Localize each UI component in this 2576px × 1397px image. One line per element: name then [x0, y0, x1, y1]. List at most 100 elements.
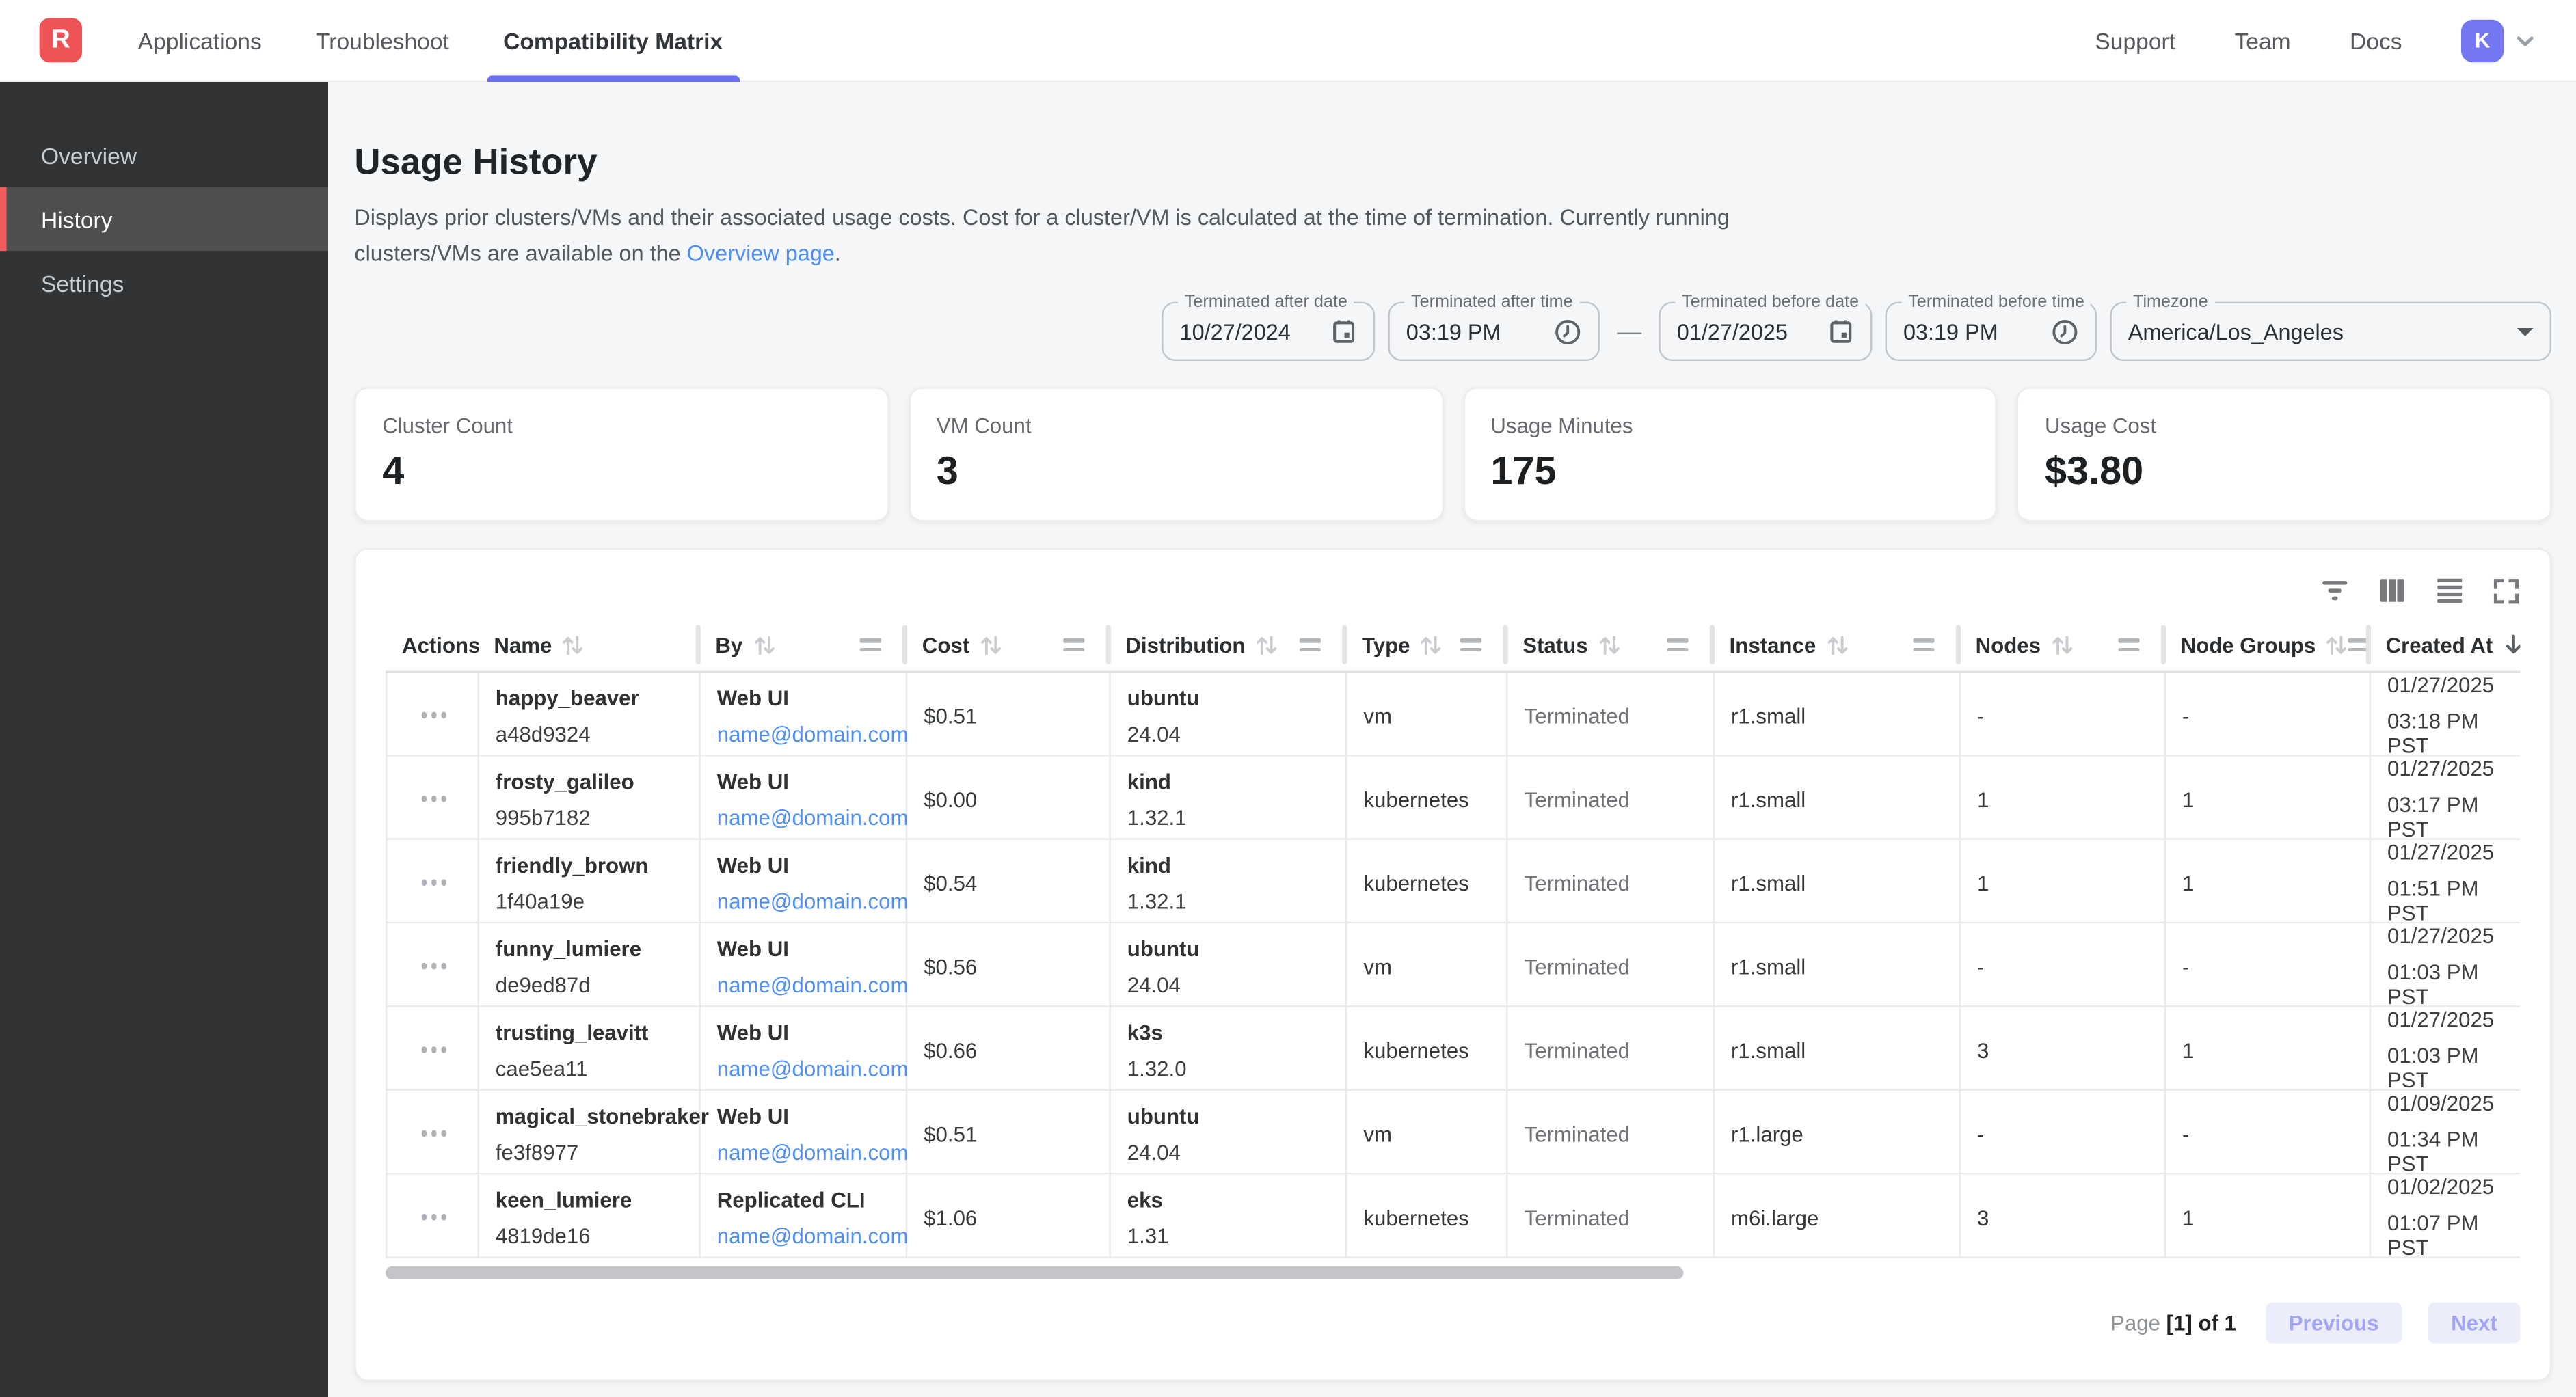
calendar-icon[interactable] [1330, 318, 1356, 344]
row-actions-button[interactable] [387, 840, 479, 925]
cell-cost: $0.66 [907, 1007, 1111, 1093]
clock-icon[interactable] [1554, 317, 1582, 345]
column-header[interactable]: Created At [2370, 619, 2521, 671]
column-header[interactable]: By [699, 619, 905, 671]
terminated-before-date-field[interactable]: Terminated before date 01/27/2025 [1659, 302, 1872, 361]
replicated-logo[interactable]: R [40, 18, 82, 62]
email-link[interactable]: name@domain.com [717, 721, 893, 746]
email-link[interactable]: name@domain.com [717, 1139, 893, 1164]
email-link[interactable]: name@domain.com [717, 1055, 893, 1080]
cell-status: Terminated [1508, 673, 1715, 758]
cell-created-at: 01/27/2025 03:18 PM PST [2371, 673, 2520, 758]
column-header[interactable]: Distribution [1109, 619, 1345, 671]
fullscreen-icon[interactable] [2493, 577, 2521, 605]
pagination: Page [1] of 1 Previous Next [386, 1303, 2520, 1344]
terminated-after-date-field[interactable]: Terminated after date 10/27/2024 [1162, 302, 1375, 361]
column-header[interactable]: Nodes [1959, 619, 2164, 671]
sidebar-item[interactable]: Overview [0, 123, 328, 187]
cell-nodes: - [1961, 1091, 2166, 1176]
previous-page-button[interactable]: Previous [2266, 1303, 2402, 1344]
cell-created-at: 01/09/2025 01:34 PM PST [2371, 1091, 2520, 1176]
column-header[interactable]: Type [1345, 619, 1506, 671]
column-menu-icon[interactable] [2118, 638, 2151, 651]
page-title: Usage History [354, 141, 2551, 183]
column-menu-icon[interactable] [860, 638, 893, 651]
sidebar-item[interactable]: Settings [0, 251, 328, 315]
primary-nav: Applications Troubleshoot Compatibility … [138, 0, 723, 81]
cell-node-groups: - [2166, 1091, 2371, 1176]
scrollbar-thumb[interactable] [386, 1266, 1683, 1279]
sort-icon[interactable] [2326, 634, 2349, 655]
column-menu-icon[interactable] [1460, 638, 1493, 651]
sort-icon[interactable] [1826, 634, 1849, 655]
sort-icon[interactable] [1598, 634, 1621, 655]
sort-icon[interactable] [1420, 634, 1443, 655]
cell-type: kubernetes [1347, 1007, 1507, 1093]
row-actions-button[interactable] [387, 1007, 479, 1093]
calendar-icon[interactable] [1828, 318, 1854, 344]
sidebar-item[interactable]: History [0, 187, 328, 252]
email-link[interactable]: name@domain.com [717, 804, 893, 829]
top-navigation: R Applications Troubleshoot Compatibilit… [0, 0, 2576, 82]
email-link[interactable]: name@domain.com [717, 1223, 893, 1247]
timezone-select[interactable]: Timezone America/Los_Angeles [2110, 302, 2551, 361]
cell-type: vm [1347, 1091, 1507, 1176]
filter-icon[interactable] [2320, 575, 2350, 605]
cell-status: Terminated [1508, 1007, 1715, 1093]
sidebar: Overview History Settings [0, 82, 328, 1397]
column-menu-icon[interactable] [1063, 638, 1096, 651]
nav-link-support[interactable]: Support [2095, 27, 2175, 53]
sort-icon[interactable] [562, 634, 585, 655]
table-body: happy_beaver a48d9324 Web UI name@domain… [386, 673, 2520, 1258]
column-header[interactable]: Status [1506, 619, 1713, 671]
density-icon[interactable] [2435, 575, 2465, 605]
nav-link-team[interactable]: Team [2234, 27, 2290, 53]
nav-tab[interactable]: Troubleshoot [316, 0, 449, 81]
cell-cost: $0.00 [907, 756, 1111, 841]
nav-tab[interactable]: Compatibility Matrix [503, 0, 723, 81]
table-row: happy_beaver a48d9324 Web UI name@domain… [386, 673, 2520, 756]
row-actions-button[interactable] [387, 673, 479, 758]
row-actions-button[interactable] [387, 1174, 479, 1258]
cell-created-at: 01/02/2025 01:07 PM PST [2371, 1174, 2520, 1258]
nav-tab[interactable]: Applications [138, 0, 262, 81]
cell-status: Terminated [1508, 840, 1715, 925]
column-menu-icon[interactable] [1913, 638, 1946, 651]
sort-desc-icon[interactable] [2503, 633, 2521, 656]
clock-icon[interactable] [2051, 317, 2079, 345]
sort-icon[interactable] [2050, 634, 2074, 655]
email-link[interactable]: name@domain.com [717, 889, 893, 913]
column-menu-icon[interactable] [1667, 638, 1700, 651]
terminated-before-time-field[interactable]: Terminated before time 03:19 PM [1886, 302, 2097, 361]
cell-name: magical_stonebraker fe3f8977 [479, 1091, 701, 1176]
column-header[interactable]: Cost [906, 619, 1110, 671]
sort-icon[interactable] [1255, 634, 1278, 655]
row-actions-button[interactable] [387, 1091, 479, 1176]
column-menu-icon[interactable] [1300, 638, 1332, 651]
columns-icon[interactable] [2378, 575, 2407, 605]
next-page-button[interactable]: Next [2428, 1303, 2521, 1344]
cell-by: Web UI name@domain.com [701, 1007, 907, 1093]
row-actions-button[interactable] [387, 756, 479, 841]
sort-icon[interactable] [980, 634, 1003, 655]
nav-link-docs[interactable]: Docs [2350, 27, 2402, 53]
page-description: Displays prior clusters/VMs and their as… [354, 200, 2551, 273]
main-content: Usage History Displays prior clusters/VM… [328, 82, 2576, 1397]
column-header[interactable]: Name [477, 619, 699, 671]
email-link[interactable]: name@domain.com [717, 972, 893, 996]
cell-nodes: 1 [1961, 840, 2166, 925]
column-header[interactable]: Node Groups [2164, 619, 2370, 671]
row-actions-button[interactable] [387, 923, 479, 1009]
cell-by: Web UI name@domain.com [701, 840, 907, 925]
cell-nodes: 3 [1961, 1007, 2166, 1093]
terminated-after-time-field[interactable]: Terminated after time 03:19 PM [1388, 302, 1600, 361]
overview-page-link[interactable]: Overview page [687, 241, 835, 266]
account-menu[interactable]: K [2461, 19, 2536, 62]
cell-by: Replicated CLI name@domain.com [701, 1174, 907, 1258]
cell-by: Web UI name@domain.com [701, 1091, 907, 1176]
cell-cost: $0.51 [907, 1091, 1111, 1176]
column-header[interactable]: Actions [386, 619, 477, 671]
sort-icon[interactable] [753, 634, 776, 655]
cell-status: Terminated [1508, 923, 1715, 1009]
column-header[interactable]: Instance [1713, 619, 1959, 671]
